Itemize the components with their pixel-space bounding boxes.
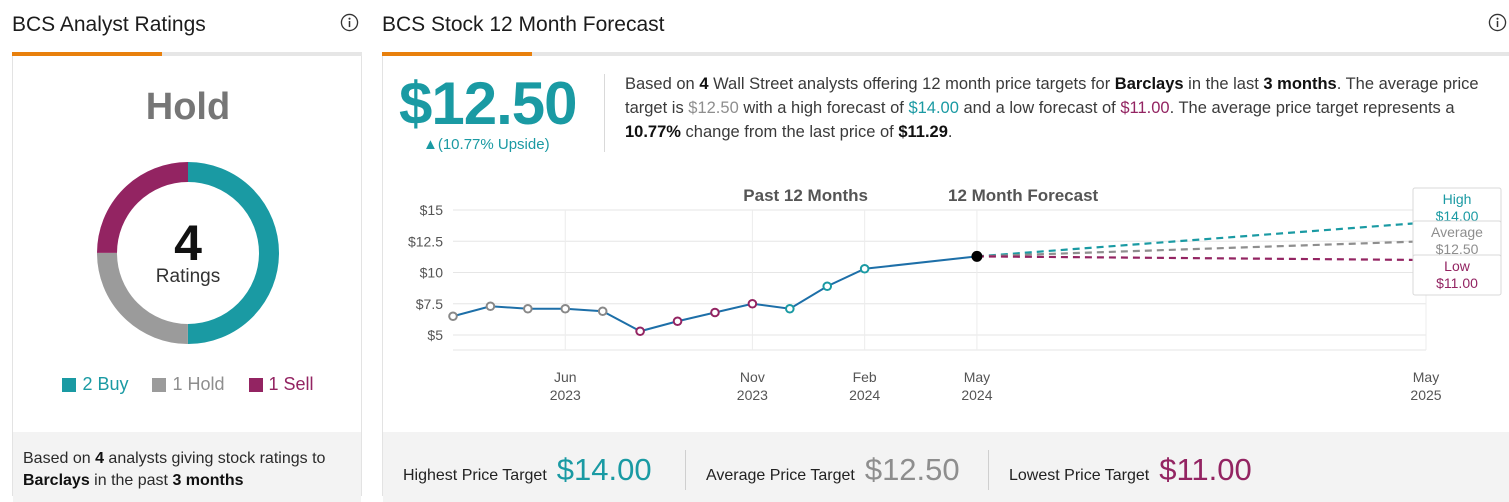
- highest-target-value: $14.00: [556, 452, 652, 487]
- info-icon[interactable]: [340, 13, 359, 32]
- divider: [604, 74, 605, 152]
- x-tick-year: 2024: [849, 387, 880, 403]
- forecast-label-name: High: [1443, 191, 1472, 207]
- ratings-tab-indicator: [12, 52, 362, 56]
- forecast-label-name: Low: [1444, 258, 1471, 274]
- forecast-title: BCS Stock 12 Month Forecast: [382, 13, 665, 36]
- legend-sell: 1 Sell: [248, 374, 314, 395]
- ratings-title: BCS Analyst Ratings: [12, 13, 206, 36]
- buy-swatch: [62, 377, 77, 392]
- forecast-line-average: [976, 240, 1427, 258]
- history-point: [971, 250, 983, 262]
- forecast-summary: Based on 4 Wall Street analysts offering…: [625, 75, 1479, 141]
- history-point: [710, 307, 720, 318]
- x-tick-month: Feb: [853, 369, 877, 385]
- average-price-target: $12.50: [399, 70, 578, 137]
- consensus-rating: Hold: [145, 86, 231, 128]
- upside-indicator: ▲(10.77% Upside): [423, 136, 550, 153]
- history-point: [822, 281, 833, 292]
- x-tick-month: May: [1413, 369, 1439, 385]
- y-tick-label: $12.5: [408, 233, 443, 249]
- history-point: [747, 298, 758, 309]
- price-forecast-chart: Past 12 Months 12 Month Forecast $15 $12.5 $…: [408, 186, 1502, 403]
- average-target: Average Price Target $12.50: [706, 452, 960, 488]
- ratings-footer: Based on 4 analysts giving stock ratings…: [13, 432, 361, 502]
- donut-segment-sell: [97, 162, 279, 344]
- history-price-line: [452, 255, 978, 333]
- forecast-label-box-low: [1412, 254, 1502, 296]
- ratings-legend: 2 Buy 1 Hold 1 Sell: [13, 374, 363, 395]
- history-point: [560, 303, 571, 314]
- x-tick-year: 2023: [550, 387, 581, 403]
- sell-swatch: [248, 377, 263, 392]
- legend-hold: 1 Hold: [152, 374, 225, 395]
- x-tick-year: 2024: [961, 387, 992, 403]
- company-link[interactable]: Barclays: [1114, 75, 1184, 93]
- ratings-count: 4: [174, 215, 202, 271]
- divider: [685, 450, 686, 490]
- legend-sell-label: 1 Sell: [268, 374, 314, 394]
- forecast-label-value: $11.00: [1436, 275, 1478, 291]
- forecast-card: $12.50 ▲(10.77% Upside) Based on 4 Wall …: [382, 56, 1509, 502]
- legend-buy: 2 Buy: [62, 374, 128, 395]
- x-tick-year: 2025: [1410, 387, 1441, 403]
- forecast-label-value: $12.50: [1436, 241, 1479, 257]
- x-tick-month: Jun: [554, 369, 577, 385]
- forecast-line-low: [976, 255, 1427, 262]
- history-point: [785, 303, 795, 314]
- forecast-label-value: $14.00: [1436, 208, 1479, 224]
- y-tick-label: $15: [420, 202, 444, 218]
- hold-swatch: [152, 377, 167, 392]
- y-tick-label: $10: [420, 265, 444, 281]
- history-point: [859, 263, 870, 274]
- x-tick-year: 2023: [737, 387, 768, 403]
- y-tick-label: $5: [427, 327, 443, 343]
- lowest-target-value: $11.00: [1159, 452, 1252, 487]
- x-tick-month: May: [964, 369, 990, 385]
- history-point: [485, 301, 496, 312]
- legend-buy-label: 2 Buy: [82, 374, 129, 394]
- average-target-label: Average Price Target: [706, 467, 855, 484]
- average-target-value: $12.50: [864, 452, 960, 487]
- history-point: [523, 303, 533, 314]
- forecast-label-name: Average: [1431, 224, 1483, 240]
- donut-segment-hold: [97, 162, 279, 344]
- highest-target: Highest Price Target $14.00: [403, 452, 652, 488]
- history-point: [672, 316, 683, 327]
- ratings-donut: [97, 162, 279, 344]
- lowest-target-label: Lowest Price Target: [1009, 467, 1150, 484]
- ratings-footer-text: Based on 4 analysts giving stock ratings…: [23, 450, 326, 489]
- history-point: [597, 306, 608, 317]
- history-point: [635, 326, 645, 337]
- legend-hold-label: 1 Hold: [172, 374, 225, 394]
- forecast-tab-indicator: [382, 52, 1509, 56]
- chart-header-forecast: 12 Month Forecast: [948, 186, 1099, 205]
- history-point: [448, 311, 458, 322]
- ratings-count-label: Ratings: [155, 266, 221, 287]
- forecast-line-high: [976, 221, 1427, 258]
- ratings-card: Hold 4 Ratings 2 Buy 1 Hold 1 Sell Based…: [12, 56, 363, 502]
- x-tick-month: Nov: [740, 369, 765, 385]
- divider: [988, 450, 989, 490]
- price-target-summary-bar: Highest Price Target $14.00 Average Pric…: [383, 432, 1509, 502]
- chart-header-past: Past 12 Months: [743, 186, 868, 205]
- info-icon[interactable]: [1488, 13, 1507, 32]
- company-link[interactable]: Barclays: [23, 472, 90, 489]
- y-tick-label: $7.5: [416, 296, 443, 312]
- highest-target-label: Highest Price Target: [403, 467, 547, 484]
- lowest-target: Lowest Price Target $11.00: [1009, 452, 1252, 488]
